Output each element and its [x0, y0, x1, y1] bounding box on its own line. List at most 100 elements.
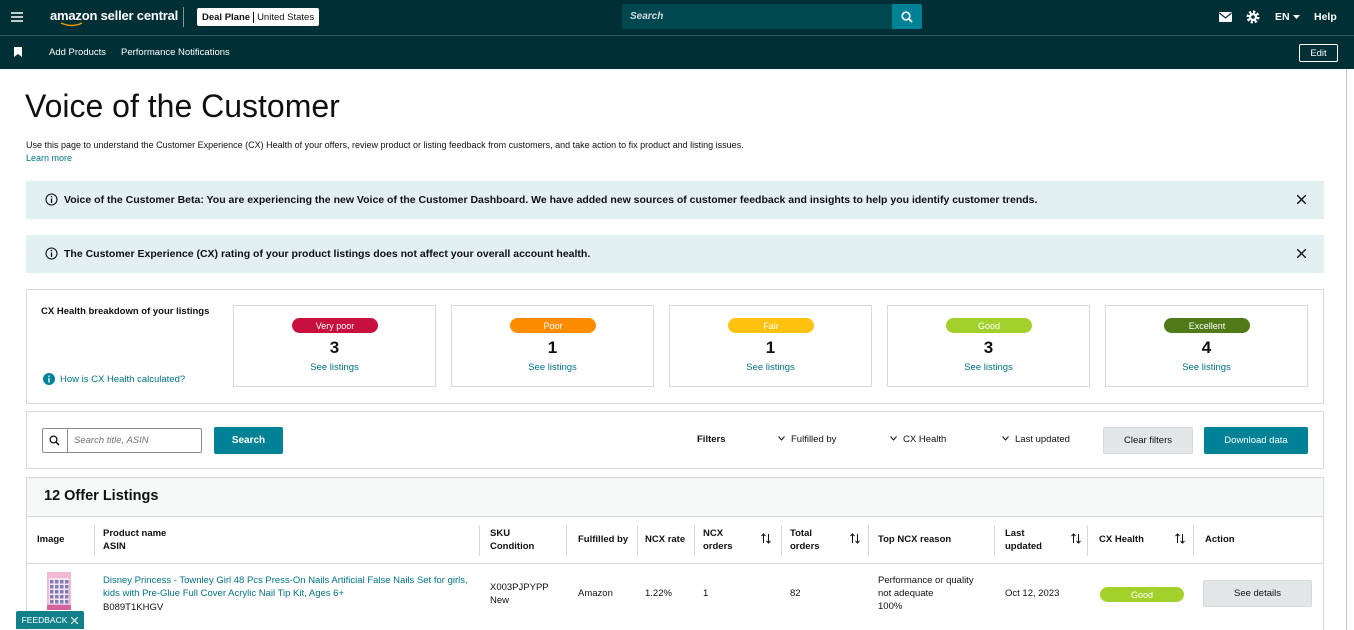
cx-health-pill: Good [1100, 587, 1184, 602]
see-listings-link[interactable]: See listings [310, 362, 359, 373]
column-header[interactable]: Last updated [1005, 527, 1042, 553]
cx-help-link[interactable]: How is CX Health calculated? [60, 374, 186, 385]
feedback-tab[interactable]: FEEDBACK [16, 611, 84, 629]
header-line: orders [790, 541, 820, 552]
see-listings-link[interactable]: See listings [528, 362, 577, 373]
header-line: NCX rate [645, 534, 686, 545]
close-button[interactable] [1297, 195, 1306, 204]
page-description: Use this page to understand the Customer… [26, 140, 744, 150]
header-line: Last [1005, 528, 1025, 539]
table-title: 12 Offer Listings [44, 488, 159, 504]
header-line: Product name [103, 528, 167, 539]
see-listings-link[interactable]: See listings [964, 362, 1013, 373]
ncx-orders: 1 [703, 588, 709, 599]
listing-search-input[interactable] [42, 428, 202, 453]
store-region: United States [257, 11, 315, 23]
header-line: ASIN [103, 541, 126, 552]
header-line: Total [790, 528, 812, 539]
cx-health-panel [26, 289, 1324, 404]
learn-more-link[interactable]: Learn more [26, 153, 73, 163]
feedback-label: FEEDBACK [21, 615, 68, 625]
search-icon [49, 435, 60, 446]
info-banner: The Customer Experience (CX) rating of y… [26, 235, 1324, 273]
help-link[interactable]: Help [1314, 11, 1337, 23]
download-button[interactable]: Download data [1204, 427, 1308, 454]
top-ncx-reason: Performance or quality not adequate [878, 575, 974, 599]
listing-count: 1 [765, 338, 776, 357]
column-header[interactable]: NCX orders [703, 527, 733, 553]
column-header: Action [1205, 533, 1235, 546]
column-separator [868, 525, 869, 556]
search-button[interactable] [892, 4, 922, 29]
column-header: NCX rate [645, 533, 685, 546]
header-line: updated [1005, 541, 1042, 552]
sort-icon[interactable] [1071, 533, 1081, 544]
mail-icon[interactable] [1219, 12, 1232, 22]
column-header: SKU Condition [490, 527, 534, 553]
filter-dropdown[interactable]: CX Health [903, 434, 947, 445]
listing-count: 3 [329, 338, 340, 357]
product-name-link[interactable]: Disney Princess - Townley Girl 48 Pcs Pr… [103, 575, 468, 599]
column-separator [694, 525, 695, 556]
total-orders: 82 [790, 588, 801, 599]
settings-icon[interactable] [1246, 10, 1260, 24]
column-header: Top NCX reason [878, 533, 951, 546]
menu-button[interactable] [11, 11, 23, 23]
filter-dropdown[interactable]: Fulfilled by [791, 434, 837, 445]
bookmark-icon[interactable] [14, 47, 22, 57]
header-line: orders [703, 541, 733, 552]
listing-count: 4 [1201, 338, 1212, 357]
edit-button[interactable]: Edit [1299, 44, 1338, 62]
column-header[interactable]: Total orders [790, 527, 820, 553]
rating-pill: Good [946, 318, 1032, 333]
nav-link[interactable]: Performance Notifications [121, 47, 230, 58]
column-separator [94, 525, 95, 556]
brand-logo[interactable]: amazon seller central [50, 8, 179, 23]
filter-caret [890, 436, 897, 441]
info-icon [43, 373, 55, 385]
input-divider [67, 428, 68, 453]
header-line: Condition [490, 541, 535, 552]
filter-caret [778, 436, 785, 441]
header-rule [27, 563, 1323, 564]
nav-link[interactable]: Add Products [49, 47, 107, 58]
column-header: Fulfilled by [578, 533, 628, 546]
info-icon [45, 247, 58, 260]
scrollbar [1346, 69, 1347, 630]
search-field[interactable] [622, 4, 892, 29]
sort-icon[interactable] [1175, 533, 1185, 544]
ncx-rate: 1.22% [645, 588, 672, 599]
see-listings-link[interactable]: See listings [1182, 362, 1231, 373]
sort-icon[interactable] [850, 533, 860, 544]
clear-filters-button[interactable]: Clear filters [1103, 427, 1193, 454]
see-listings-link[interactable]: See listings [746, 362, 795, 373]
column-header[interactable]: CX Health [1099, 533, 1144, 546]
column-header: Product name ASIN [103, 527, 166, 553]
info-banner: Voice of the Customer Beta: You are expe… [26, 181, 1324, 219]
banner-text: The Customer Experience (CX) rating of y… [64, 248, 591, 260]
language-selector[interactable]: EN [1275, 11, 1290, 23]
nav-divider [0, 35, 1354, 36]
header-line: Top NCX reason [878, 534, 952, 545]
brand-divider [183, 7, 184, 27]
filter-dropdown[interactable]: Last updated [1015, 434, 1070, 445]
header-line: CX Health [1099, 534, 1144, 545]
condition: New [490, 595, 510, 606]
sort-icon[interactable] [761, 533, 771, 544]
cx-card: Excellent 4 See listings [1105, 305, 1308, 387]
column-separator [637, 525, 638, 556]
search-button[interactable]: Search [214, 427, 283, 454]
rating-pill: Very poor [292, 318, 378, 333]
sku: X003PJPYPP [490, 582, 549, 593]
see-details-button[interactable]: See details [1203, 580, 1312, 607]
table-title-bar [27, 478, 1323, 517]
close-button[interactable] [1297, 249, 1306, 258]
banner-text: Voice of the Customer Beta: You are expe… [64, 194, 1038, 206]
store-selector[interactable]: Deal Plane United States [197, 8, 320, 26]
column-separator [566, 525, 567, 556]
language-caret [1293, 15, 1300, 19]
close-icon [71, 616, 79, 624]
reason-share: 100% [878, 601, 903, 612]
product-image [47, 572, 71, 610]
